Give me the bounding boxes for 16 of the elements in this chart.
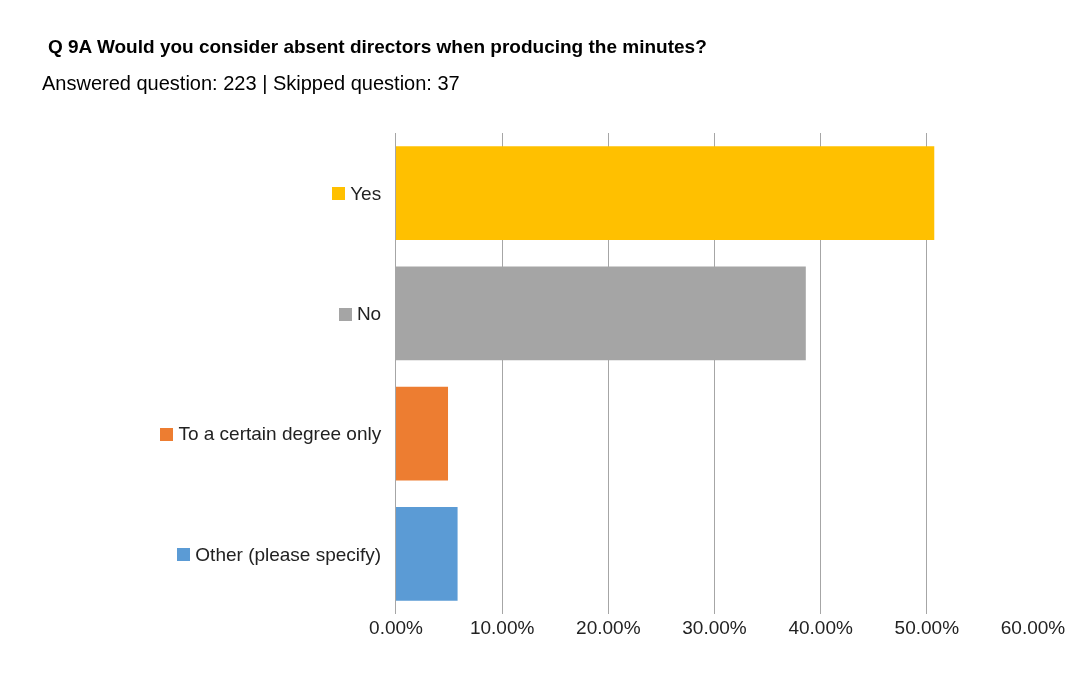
bar <box>396 386 449 481</box>
bar <box>396 146 935 241</box>
x-tick-label: 40.00% <box>788 617 853 638</box>
x-tick-label: 50.00% <box>894 617 960 638</box>
x-tick-label: 0.00% <box>369 617 424 638</box>
x-tick-label: 10.00% <box>469 617 535 638</box>
y-tick-label: To a certain degree only <box>178 423 382 445</box>
y-tick-label: Other (please specify) <box>195 543 382 565</box>
x-tick-label: 20.00% <box>576 617 641 638</box>
chart-title: Q 9A Would you consider absent directors when producing the minutes? <box>48 36 707 58</box>
y-tick-label: Yes <box>350 182 382 204</box>
y-tick-label: No <box>356 303 382 325</box>
bar <box>396 506 458 601</box>
chart-subtitle: Answered question: 223 | Skipped question: 37 <box>42 72 460 95</box>
x-tick-label: 30.00% <box>682 617 747 638</box>
x-tick-label: 60.00% <box>1000 617 1066 638</box>
